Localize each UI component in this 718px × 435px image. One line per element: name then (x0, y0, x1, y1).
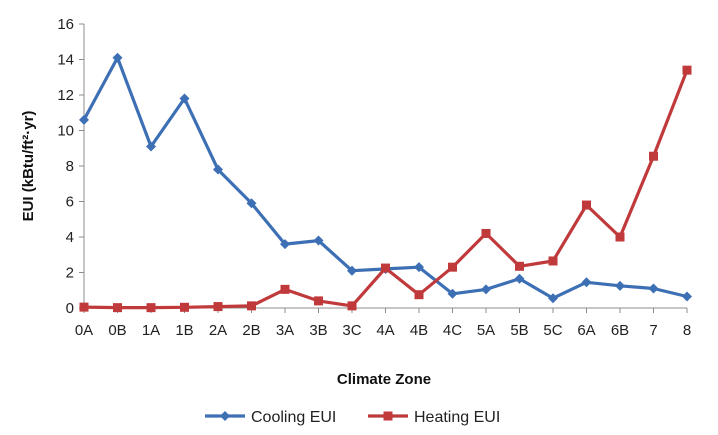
data-point-heating (113, 303, 122, 313)
data-point-heating (414, 290, 424, 300)
x-tick-label: 3C (342, 322, 361, 339)
x-tick-label: 6A (577, 322, 595, 339)
y-tick-label: 6 (66, 194, 74, 211)
data-point-cooling (682, 291, 692, 302)
data-point-cooling (213, 164, 223, 175)
x-tick-label: 5C (543, 322, 562, 339)
data-point-cooling (313, 235, 324, 246)
data-point-heating (682, 65, 692, 75)
legend-label: Cooling EUI (251, 409, 336, 426)
series-line-cooling (82, 56, 688, 300)
data-point-cooling (548, 293, 558, 304)
data-point-heating (481, 228, 491, 238)
data-point-cooling (246, 198, 257, 209)
data-point-heating (615, 232, 625, 242)
data-point-heating (548, 256, 558, 266)
series-markers (79, 52, 692, 313)
x-tick-label: 0A (75, 322, 93, 339)
y-tick-label: 12 (57, 87, 74, 104)
x-tick-label: 0B (108, 322, 126, 339)
data-point-heating (213, 302, 223, 312)
data-point-cooling (347, 265, 357, 276)
data-point-heating (314, 296, 323, 306)
data-point-cooling (615, 280, 625, 291)
y-tick-label: 2 (66, 265, 74, 282)
y-tick-labels: 0 2 4 6 8 10 12 14 16 (57, 16, 74, 317)
data-point-heating (515, 261, 524, 271)
x-tick-label: 4B (410, 322, 428, 339)
data-point-heating (180, 302, 189, 312)
y-tick-label: 4 (66, 229, 74, 246)
data-point-heating (247, 301, 256, 311)
x-tick-label: 2A (209, 322, 227, 339)
x-tick-label: 4C (443, 322, 462, 339)
x-tick-labels: 0A 0B 1A 1B 2A 2B 3A 3B 3C 4A 4B 4C 5A 5B 5C 6A 6B 7 8 (75, 322, 691, 339)
data-point-cooling (581, 277, 592, 288)
legend-marker-square (383, 411, 393, 421)
x-tick-label: 5A (477, 322, 495, 339)
y-tick-label: 16 (57, 16, 74, 33)
y-tick-label: 14 (57, 52, 74, 69)
data-point-heating (347, 301, 357, 311)
x-tick-label: 4A (376, 322, 394, 339)
y-tick-label: 0 (66, 300, 74, 317)
x-tick-label: 2B (242, 322, 260, 339)
x-tick-label: 8 (683, 322, 691, 339)
data-point-heating (582, 200, 591, 210)
data-point-heating (448, 262, 457, 272)
x-tick-label: 3B (309, 322, 327, 339)
data-point-cooling (414, 262, 424, 273)
x-tick-label: 1B (175, 322, 193, 339)
data-point-heating (280, 284, 290, 294)
data-point-heating (649, 151, 658, 161)
x-axis-title: Climate Zone (337, 371, 431, 388)
data-point-cooling (280, 239, 290, 250)
data-point-cooling (481, 284, 491, 295)
data-point-heating (79, 302, 89, 312)
data-point-cooling (146, 141, 156, 152)
x-tick-label: 6B (611, 322, 629, 339)
x-tick-label: 1A (142, 322, 160, 339)
data-point-cooling (447, 288, 458, 299)
data-point-cooling (179, 93, 190, 104)
data-point-cooling (514, 273, 525, 284)
y-tick-label: 10 (57, 123, 74, 140)
data-point-heating (146, 303, 156, 313)
data-point-cooling (112, 52, 123, 63)
y-axis-title: EUI (kBtu/ft²·yr) (20, 111, 37, 222)
legend: Cooling EUI Heating EUI (205, 409, 500, 426)
x-tick-label: 7 (649, 322, 657, 339)
data-point-heating (381, 263, 390, 273)
data-point-cooling (79, 114, 89, 125)
x-tick-label: 5B (510, 322, 528, 339)
y-tick-label: 8 (66, 158, 74, 175)
data-point-cooling (648, 283, 659, 294)
x-tick-label: 3A (276, 322, 294, 339)
legend-marker-diamond (220, 411, 230, 421)
legend-label: Heating EUI (414, 409, 500, 426)
